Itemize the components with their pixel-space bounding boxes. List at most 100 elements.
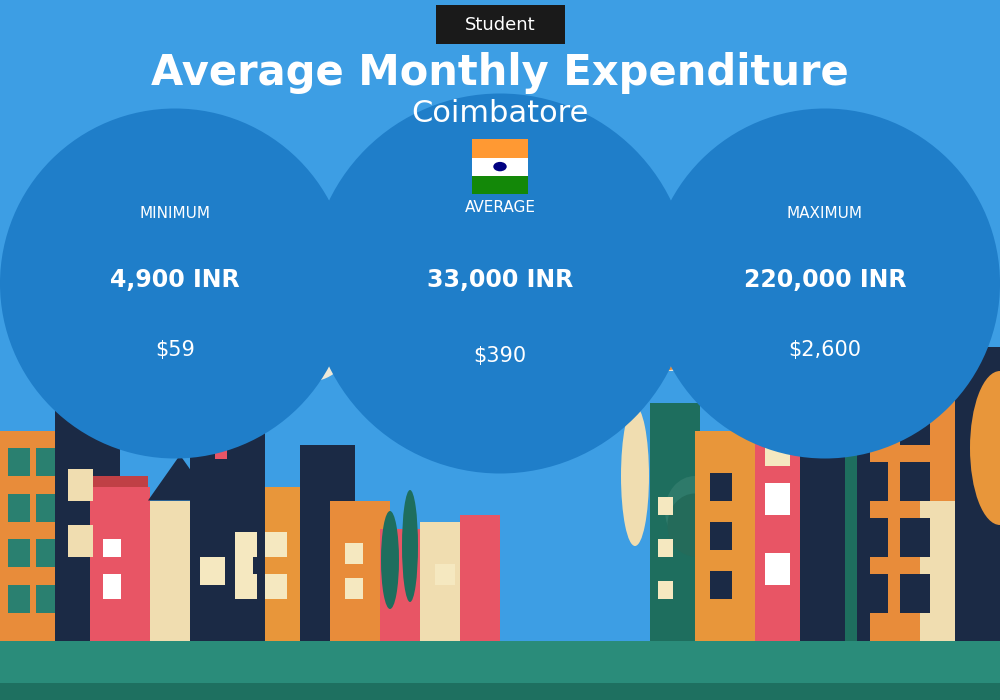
- Bar: [0, 640, 1000, 700]
- Ellipse shape: [310, 94, 690, 473]
- Bar: [200, 556, 225, 584]
- Polygon shape: [659, 308, 761, 392]
- Ellipse shape: [665, 476, 725, 546]
- Bar: [858, 518, 888, 556]
- Bar: [235, 532, 257, 556]
- Bar: [36, 448, 58, 476]
- Bar: [858, 462, 888, 500]
- Bar: [845, 374, 857, 640]
- Bar: [695, 430, 765, 640]
- Bar: [220, 486, 305, 640]
- Bar: [658, 497, 673, 514]
- Text: MINIMUM: MINIMUM: [140, 206, 210, 221]
- Bar: [472, 176, 528, 194]
- Bar: [8, 539, 30, 567]
- Bar: [650, 402, 700, 640]
- Ellipse shape: [621, 406, 649, 546]
- Bar: [658, 581, 673, 598]
- Bar: [55, 402, 120, 640]
- Bar: [232, 389, 242, 438]
- Bar: [845, 374, 965, 640]
- Bar: [8, 494, 30, 522]
- Bar: [765, 483, 790, 514]
- Circle shape: [493, 162, 507, 172]
- Ellipse shape: [121, 364, 159, 420]
- Bar: [36, 494, 58, 522]
- Bar: [235, 574, 257, 598]
- Bar: [472, 139, 528, 158]
- Bar: [800, 354, 870, 640]
- Bar: [0, 640, 1000, 700]
- Text: 220,000 INR: 220,000 INR: [744, 268, 906, 292]
- Bar: [265, 574, 287, 598]
- Text: $390: $390: [473, 346, 527, 365]
- Ellipse shape: [970, 371, 1000, 525]
- Bar: [858, 406, 888, 445]
- Ellipse shape: [118, 343, 162, 413]
- Bar: [36, 539, 58, 567]
- Bar: [68, 469, 93, 500]
- Ellipse shape: [402, 490, 418, 602]
- Text: AVERAGE: AVERAGE: [464, 200, 536, 215]
- Bar: [435, 564, 455, 584]
- Bar: [900, 518, 930, 556]
- Bar: [710, 522, 732, 550]
- Bar: [0, 430, 75, 640]
- Bar: [103, 574, 121, 598]
- Ellipse shape: [260, 217, 380, 357]
- Ellipse shape: [650, 108, 1000, 458]
- Bar: [92, 476, 148, 486]
- Ellipse shape: [268, 290, 352, 382]
- Polygon shape: [148, 455, 212, 500]
- Bar: [0, 682, 1000, 700]
- Bar: [330, 500, 390, 640]
- Ellipse shape: [0, 108, 350, 458]
- Bar: [235, 556, 253, 584]
- Ellipse shape: [615, 206, 745, 354]
- Bar: [8, 584, 30, 612]
- Bar: [658, 539, 673, 556]
- Bar: [710, 570, 732, 598]
- Bar: [345, 542, 363, 564]
- Bar: [90, 486, 150, 640]
- Ellipse shape: [620, 273, 720, 371]
- Polygon shape: [60, 326, 170, 416]
- Bar: [420, 522, 475, 640]
- Bar: [345, 578, 363, 598]
- Ellipse shape: [245, 259, 345, 371]
- Bar: [900, 462, 930, 500]
- Bar: [380, 528, 420, 640]
- Bar: [472, 158, 528, 176]
- Bar: [103, 539, 121, 556]
- Text: Coimbatore: Coimbatore: [411, 99, 589, 128]
- Text: MAXIMUM: MAXIMUM: [787, 206, 863, 221]
- Ellipse shape: [610, 259, 700, 357]
- Bar: [900, 406, 930, 445]
- Text: $2,600: $2,600: [788, 340, 862, 360]
- Bar: [755, 395, 815, 640]
- Bar: [8, 448, 30, 476]
- Bar: [920, 500, 960, 640]
- Text: Student: Student: [465, 15, 535, 34]
- Bar: [710, 473, 732, 500]
- Ellipse shape: [668, 494, 722, 556]
- Bar: [265, 532, 287, 556]
- Bar: [900, 574, 930, 612]
- Bar: [955, 346, 1000, 640]
- Bar: [300, 444, 355, 640]
- FancyBboxPatch shape: [436, 5, 564, 44]
- Ellipse shape: [381, 511, 399, 609]
- Bar: [215, 389, 227, 459]
- Bar: [36, 584, 58, 612]
- Bar: [765, 553, 790, 584]
- Text: Average Monthly Expenditure: Average Monthly Expenditure: [151, 52, 849, 94]
- Bar: [858, 574, 888, 612]
- Text: 33,000 INR: 33,000 INR: [427, 267, 573, 292]
- Text: 4,900 INR: 4,900 INR: [110, 268, 240, 292]
- Bar: [68, 525, 93, 556]
- Bar: [765, 434, 790, 466]
- Bar: [460, 514, 500, 640]
- Bar: [150, 500, 210, 640]
- Bar: [190, 416, 265, 640]
- Text: $59: $59: [155, 340, 195, 360]
